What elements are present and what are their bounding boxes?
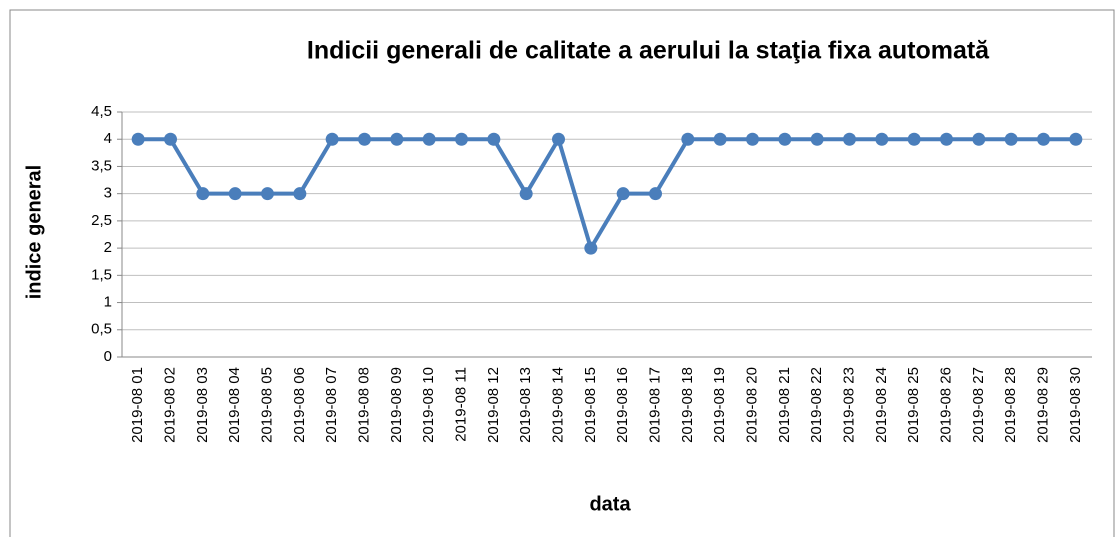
y-tick-label: 4 [104, 130, 112, 147]
x-tick-label: 2019-08 22 [808, 367, 825, 443]
x-tick-label: 2019-08 05 [258, 367, 275, 443]
data-point [519, 187, 533, 201]
y-tick-label: 3 [104, 185, 112, 202]
x-tick-label: 2019-08 25 [905, 367, 922, 443]
y-tick-label: 0 [104, 348, 112, 365]
data-point [164, 132, 177, 146]
data-point [358, 132, 371, 146]
data-point [681, 132, 695, 146]
y-tick-label: 1 [104, 294, 112, 311]
x-tick-label: 2019-08 26 [937, 367, 954, 443]
data-point [875, 132, 889, 146]
data-point [196, 187, 210, 201]
x-tick-label: 2019-08 07 [323, 367, 340, 443]
x-tick-label: 2019-08 14 [549, 367, 566, 443]
data-point [455, 132, 468, 146]
y-tick-label: 0,5 [91, 321, 112, 338]
data-point [810, 132, 824, 146]
x-tick-label: 2019-08 28 [1002, 367, 1019, 443]
x-tick-label: 2019-08 15 [582, 367, 599, 443]
x-tick-label: 2019-08 12 [485, 367, 502, 443]
data-point [972, 132, 986, 146]
y-tick-label: 2 [104, 239, 112, 256]
data-point [487, 132, 501, 146]
data-point [616, 187, 630, 201]
x-tick-label: 2019-08 08 [355, 367, 372, 443]
x-tick-label: 2019-08 19 [711, 367, 728, 443]
x-tick-label: 2019-08 23 [840, 367, 857, 443]
data-point [649, 187, 662, 201]
data-point [746, 132, 759, 146]
y-tick-label: 2,5 [91, 212, 112, 229]
data-point [713, 132, 727, 146]
x-tick-label: 2019-08 11 [452, 367, 469, 442]
x-tick-label: 2019-08 17 [646, 367, 663, 443]
data-point [584, 241, 598, 255]
data-point [1037, 132, 1050, 146]
y-tick-label: 1,5 [91, 266, 112, 283]
x-tick-label: 2019-08 16 [614, 367, 631, 443]
data-point [907, 132, 921, 146]
data-point [261, 187, 274, 201]
x-tick-label: 2019-08 27 [970, 367, 987, 443]
chart-frame [9, 9, 1115, 537]
x-tick-label: 2019-08 13 [517, 367, 534, 443]
x-tick-label: 2019-08 09 [388, 367, 405, 443]
data-point [778, 132, 792, 146]
data-point [1004, 132, 1018, 146]
x-tick-label: 2019-08 24 [873, 367, 890, 443]
data-point [325, 132, 339, 146]
data-point [131, 132, 145, 146]
data-point [390, 132, 404, 146]
data-point [422, 132, 436, 146]
x-tick-label: 2019-08 30 [1067, 367, 1084, 443]
data-point [552, 132, 565, 146]
y-tick-label: 4,5 [91, 103, 112, 120]
data-point [228, 187, 242, 201]
data-point [1069, 132, 1083, 146]
x-tick-label: 2019-08 18 [679, 367, 696, 443]
data-point [293, 187, 307, 201]
x-tick-label: 2019-08 10 [420, 367, 437, 443]
x-tick-label: 2019-08 29 [1034, 367, 1051, 443]
x-tick-label: 2019-08 01 [129, 367, 146, 443]
y-tick-label: 3,5 [91, 157, 112, 174]
x-tick-label: 2019-08 20 [743, 367, 760, 443]
data-point [940, 132, 953, 146]
x-axis-label: data [589, 493, 631, 515]
data-point [843, 132, 856, 146]
chart-title: Indicii generali de calitate a aerului l… [307, 37, 990, 65]
x-tick-label: 2019-08 04 [226, 367, 243, 443]
x-tick-label: 2019-08 03 [194, 367, 211, 443]
x-tick-label: 2019-08 21 [776, 367, 793, 443]
x-tick-label: 2019-08 02 [161, 367, 178, 443]
x-tick-label: 2019-08 06 [291, 367, 308, 443]
y-axis-label: indice general [23, 165, 45, 300]
